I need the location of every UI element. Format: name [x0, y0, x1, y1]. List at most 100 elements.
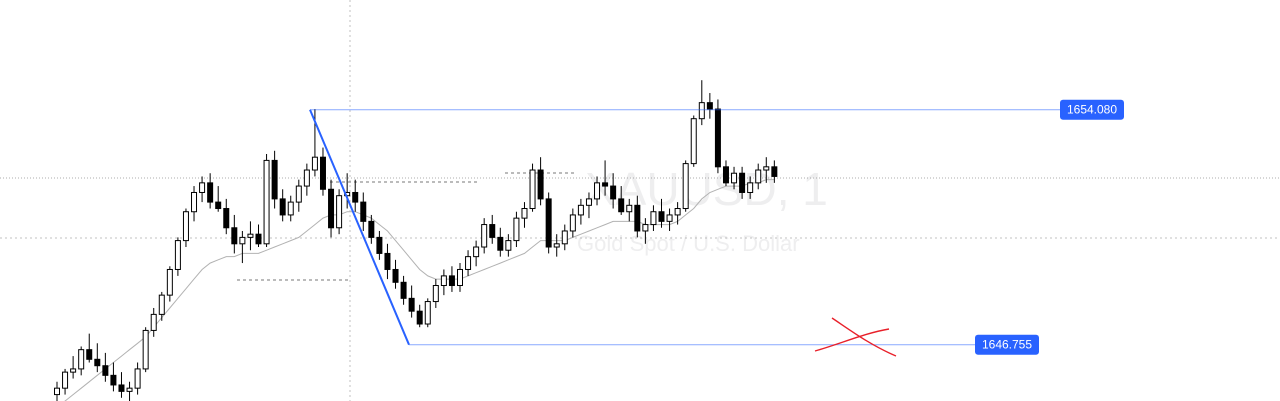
candle-body	[311, 156, 318, 171]
candle-body	[408, 297, 415, 312]
candle-body	[86, 349, 93, 360]
candle	[585, 192, 592, 219]
candle	[610, 173, 617, 209]
candle-body	[174, 240, 181, 270]
candle	[150, 307, 157, 337]
candle-body	[215, 201, 222, 210]
candle-body	[731, 172, 738, 184]
candle	[94, 343, 101, 373]
candle-body	[545, 198, 552, 248]
annotation-stroke-2	[814, 328, 890, 352]
candle-body	[440, 275, 447, 287]
candle	[634, 195, 641, 238]
candle-body	[553, 243, 560, 248]
candle-body	[303, 169, 310, 187]
candle	[360, 192, 367, 231]
candle	[352, 179, 359, 212]
candle	[336, 189, 343, 235]
candle	[126, 381, 133, 401]
candle	[731, 166, 738, 190]
candle	[432, 279, 439, 308]
candle	[223, 198, 230, 235]
candle-body	[473, 246, 480, 258]
candles-layer	[54, 80, 778, 401]
candle	[457, 263, 463, 292]
candle	[489, 214, 496, 244]
candle	[279, 189, 286, 222]
candle-body	[223, 208, 230, 229]
candle	[191, 186, 198, 222]
candle-body	[134, 368, 141, 389]
candle	[594, 176, 601, 206]
candle-body	[247, 233, 254, 238]
upper-price-label-bg	[1060, 99, 1124, 120]
candle-body	[158, 294, 165, 315]
candle	[440, 269, 447, 296]
candle-body	[602, 182, 609, 187]
candle	[158, 291, 165, 321]
candle-body	[457, 268, 463, 287]
candle	[295, 179, 302, 212]
candle	[481, 218, 488, 254]
candle	[706, 93, 713, 119]
candle	[271, 150, 278, 209]
candle-body	[142, 329, 149, 370]
candle	[384, 243, 391, 280]
candle	[771, 160, 778, 183]
candle	[86, 333, 93, 363]
candle	[182, 208, 189, 248]
candle	[698, 80, 705, 126]
candle	[416, 304, 423, 328]
candle	[215, 186, 222, 212]
candle-body	[352, 191, 359, 203]
candle-body	[513, 217, 520, 242]
candle-body	[634, 204, 641, 232]
candle-body	[465, 256, 472, 270]
candle-body	[706, 102, 713, 110]
watermark-description: Gold Spot / U.S. Dollar	[577, 231, 800, 256]
candle-body	[771, 166, 778, 177]
candle	[537, 157, 544, 206]
candle	[134, 362, 141, 395]
watermark-symbol: XAUUSD, 1	[585, 163, 828, 215]
annotation-stroke-1	[831, 317, 897, 357]
candle	[54, 381, 60, 401]
candle	[747, 176, 754, 199]
candle	[166, 266, 173, 302]
candle	[239, 230, 246, 264]
candle-body	[360, 201, 367, 222]
candle-body	[714, 108, 721, 168]
candle-body	[448, 275, 455, 287]
candle-body	[384, 252, 391, 270]
candle	[465, 250, 472, 276]
candle-body	[263, 159, 270, 245]
candle-body	[78, 349, 85, 370]
candle	[319, 147, 326, 196]
candle	[763, 157, 770, 183]
candle-body	[94, 358, 101, 367]
candle-body	[585, 198, 592, 206]
candle	[690, 115, 697, 167]
candle-body	[658, 211, 665, 222]
candle-body	[698, 102, 705, 120]
candle-body	[166, 268, 173, 296]
candle	[174, 237, 181, 276]
candle	[400, 275, 407, 305]
candle	[303, 163, 310, 196]
candle	[650, 205, 657, 231]
candle	[118, 372, 125, 398]
candle	[142, 327, 149, 373]
candle	[618, 186, 625, 215]
lower-price-label-text: 1646.755	[982, 338, 1032, 352]
candle	[561, 224, 568, 251]
candle-body	[569, 214, 576, 232]
candle	[658, 198, 665, 228]
candle-body	[191, 191, 198, 213]
candle-body	[505, 240, 512, 251]
candle	[408, 285, 415, 318]
candle-body	[497, 236, 504, 251]
candle-body	[70, 368, 77, 373]
candle	[529, 163, 536, 212]
candle-body	[126, 387, 133, 392]
